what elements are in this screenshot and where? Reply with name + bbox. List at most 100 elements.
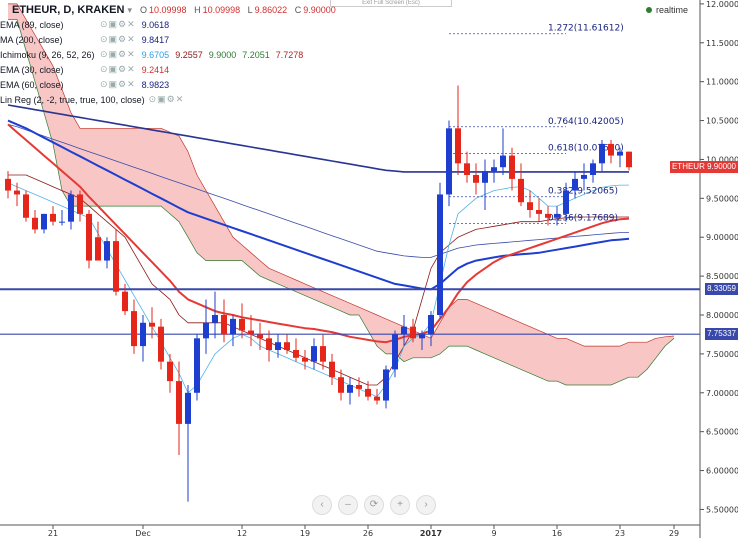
candle [527,202,533,210]
indicator-controls-icon[interactable]: ⊙▣⚙✕ [100,79,136,89]
ichimoku-cloud [8,3,674,385]
cloud-segment [359,307,368,331]
candle [392,334,398,370]
fibonacci-label: 0.236(9.17689) [548,213,618,223]
indicator-value: 8.9823 [141,79,170,90]
candle [572,178,578,191]
candle [275,342,281,350]
indicator-controls-icon[interactable]: ⊙▣⚙✕ [100,34,136,44]
indicator-row[interactable]: Lin Reg (2, -2, true, true, 100, close) ⊙… [0,92,190,107]
zoom-out-button[interactable]: – [338,495,358,515]
cloud-segment [35,35,44,113]
open-label: O [139,5,147,15]
time-tick-label: 9 [491,529,496,538]
indicator-value: 7.7278 [275,49,304,60]
candle [68,194,74,222]
reset-chart-button[interactable]: ⟳ [364,495,384,515]
cloud-segment [620,342,629,382]
candle [617,151,623,156]
cloud-segment [287,276,296,292]
candle [581,175,587,179]
cloud-segment [125,128,134,207]
indicator-row[interactable]: Ichimoku (9, 26, 52, 26) ⊙▣⚙✕ 9.6705 9.2557… [0,47,309,62]
indicator-value: 9.0618 [141,19,170,30]
candle [23,194,29,218]
indicator-row[interactable]: MA (200, close) ⊙▣⚙✕ 9.8417 [0,32,175,47]
zoom-in-button[interactable]: + [390,495,410,515]
candle [437,194,443,315]
cloud-segment [494,311,503,362]
indicator-controls-icon[interactable]: ⊙▣⚙✕ [100,49,136,59]
candle [113,241,119,292]
indicator-name[interactable]: MA (200, close) [0,34,63,45]
cloud-segment [431,322,440,358]
candle [302,357,308,362]
candle [563,190,569,214]
indicator-name[interactable]: Ichimoku (9, 26, 52, 26) [0,49,95,60]
cloud-segment [89,128,98,207]
cloud-segment [512,318,521,370]
price-tick-label: 10.00000 [706,155,738,164]
indicator-name[interactable]: EMA (60, close) [0,79,64,90]
indicator-value: 9.2414 [141,64,170,75]
time-tick-label: 21 [48,529,58,538]
senkou-span-b-line [8,19,675,386]
candle [374,396,380,401]
candle [185,392,191,424]
candle [77,194,83,214]
symbol-title[interactable]: ETHEUR, D, KRAKEN [12,4,125,16]
candle [482,171,488,183]
indicator-name[interactable]: Lin Reg (2, -2, true, true, 100, close) [0,94,145,105]
ema30-line [7,123,630,344]
indicator-controls-icon[interactable]: ⊙▣⚙✕ [100,64,136,74]
indicator-row[interactable]: EMA (30, close) ⊙▣⚙✕ 9.2414 [0,62,175,77]
price-tick-label: 6.00000 [706,467,738,476]
cloud-segment [575,342,584,385]
candle [104,241,110,261]
indicator-row[interactable]: EMA (60, close) ⊙▣⚙✕ 8.9823 [0,77,175,92]
exit-fullscreen-button[interactable]: Exit Full Screen (Esc) [330,0,452,7]
price-tick-label: 7.50000 [706,350,738,359]
candles [5,85,632,502]
cloud-segment [332,295,341,312]
cloud-segment [503,315,512,366]
high-value: 10.09998 [202,5,241,15]
price-tick-label: 9.50000 [706,194,738,203]
senkou-span-a-line [8,3,675,347]
candle [599,143,605,164]
cloud-segment [638,342,647,378]
cloud-segment [206,190,215,261]
price-tick-label: 10.50000 [706,117,738,126]
cloud-segment [584,346,593,385]
cloud-segment [557,338,566,385]
scroll-left-button[interactable]: ‹ [312,495,332,515]
cloud-segment [530,326,539,378]
indicator-controls-icon[interactable]: ⊙▣⚙✕ [148,94,185,104]
cloud-segment [44,50,53,144]
candle [248,330,254,335]
indicator-name[interactable]: EMA (89, close) [0,19,64,30]
cloud-segment [107,128,116,207]
indicator-name[interactable]: EMA (30, close) [0,64,64,75]
cloud-segment [116,128,125,207]
price-tick-label: 9.00000 [706,233,738,242]
cloud-segment [467,299,476,350]
cloud-segment [566,338,575,385]
scroll-right-button[interactable]: › [416,495,436,515]
candle [473,175,479,183]
kijun-line [8,174,629,386]
cloud-segment [143,128,152,207]
cloud-segment [458,299,467,347]
symbol-dropdown-icon[interactable]: ▾ [127,4,132,15]
time-tick-label: 29 [669,529,679,538]
time-tick-label: 26 [363,529,373,538]
candle [50,213,56,222]
indicator-row[interactable]: EMA (89, close) ⊙▣⚙✕ 9.0618 [0,17,175,32]
cloud-segment [278,272,287,288]
candle [356,385,362,389]
candle [626,151,632,168]
price-tick-label: 8.00000 [706,311,738,320]
indicator-controls-icon[interactable]: ⊙▣⚙✕ [100,19,136,29]
